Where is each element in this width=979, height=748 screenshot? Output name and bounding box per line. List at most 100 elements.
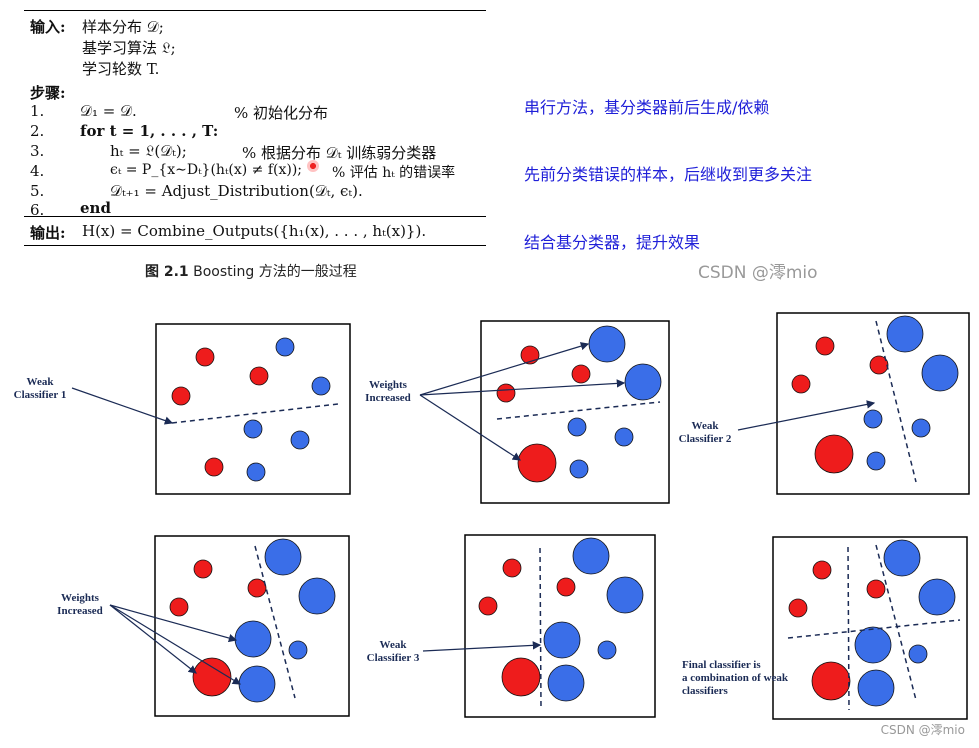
blue-point (866, 451, 886, 471)
step-comment: % 评估 hₜ 的错误率 (332, 165, 456, 181)
watermark-top: CSDN @澪mio (698, 263, 818, 283)
red-point (812, 560, 832, 580)
red-point (502, 558, 522, 578)
bottom-rule (24, 245, 486, 246)
step-code: 𝒟ₜ₊₁ = Adjust_Distribution(𝒟ₜ, ϵₜ). (110, 182, 363, 200)
red-point (815, 336, 835, 356)
blue-point (311, 376, 331, 396)
pointer-arrow (109, 604, 238, 643)
step-num: 5. (30, 182, 45, 200)
figure-caption: 图 2.1 Boosting 方法的一般过程 (145, 261, 357, 281)
blue-point (569, 459, 589, 479)
red-point (193, 559, 213, 579)
pointer-arrow (109, 604, 197, 674)
blue-point-weighted (883, 539, 921, 577)
blue-point-weighted (918, 578, 956, 616)
steps-label: 步骤: (30, 84, 66, 102)
input-1: 样本分布 𝒟; (82, 18, 164, 36)
pointer-arrow (422, 641, 542, 652)
red-point (571, 364, 591, 384)
step-num: 3. (30, 142, 45, 160)
algorithm-box: 输入: 样本分布 𝒟; 基学习算法 𝔏; 学习轮数 T. 步骤: 1. 𝒟₁ =… (24, 0, 486, 252)
red-point-weighted (501, 657, 541, 697)
output-formula: H(x) = Combine_Outputs({h₁(x), . . . , h… (82, 222, 427, 240)
pointer-arrow (419, 379, 626, 396)
blue-point-weighted (238, 665, 276, 703)
label-weak-classifier-3: Classifier 3 (367, 652, 420, 664)
decision-boundary-2 (875, 320, 917, 483)
step-code: ϵₜ = P_{x∼Dₜ}(hₜ(x) ≠ f(x)); (110, 162, 303, 178)
decision-boundary-1 (171, 403, 339, 424)
blue-point-weighted (298, 577, 336, 615)
note-focus: 先前分类错误的样本，后继收到更多关注 (524, 165, 813, 184)
red-point-weighted (517, 443, 557, 483)
decision-boundary-1 (496, 401, 661, 420)
figure-caption-text: Boosting 方法的一般过程 (193, 264, 357, 280)
input-2: 基学习算法 𝔏; (82, 39, 176, 57)
label-weights-increased: Weights (369, 379, 408, 391)
label-weak-classifier-2: Weak (692, 420, 720, 432)
watermark-bottom: CSDN @澪mio (880, 723, 965, 737)
blue-point-weighted (264, 538, 302, 576)
mid-rule (24, 216, 486, 217)
step-code: end (80, 199, 111, 217)
step-num: 2. (30, 122, 45, 140)
blue-point (275, 337, 295, 357)
red-point-weighted (811, 661, 851, 701)
blue-point-weighted (921, 354, 959, 392)
label-weak-classifier-3: Weak (380, 639, 408, 651)
blue-point-weighted (886, 315, 924, 353)
label-final-classifier: Final classifier is (682, 659, 761, 671)
decision-boundary-1 (787, 619, 961, 639)
red-point (195, 347, 215, 367)
step-code: for t = 1, . . . , T: (80, 122, 219, 140)
blue-point-weighted (624, 363, 662, 401)
input-label: 输入: (30, 18, 66, 36)
blue-point (288, 640, 308, 660)
blue-point (243, 419, 263, 439)
pointer-arrow (419, 342, 590, 396)
blue-point (290, 430, 310, 450)
red-point (496, 383, 516, 403)
step-num: 1. (30, 102, 45, 120)
red-point (478, 596, 498, 616)
figure-number: 图 2.1 (145, 264, 189, 280)
label-weights-increased: Weights (61, 592, 100, 604)
step-code: 𝒟₁ = 𝒟. (80, 102, 137, 120)
pointer-arrow (71, 387, 174, 425)
blue-point-weighted (543, 621, 581, 659)
step-comment: % 根据分布 𝒟ₜ 训练弱分类器 (242, 144, 437, 162)
blue-point-weighted (547, 664, 585, 702)
input-3: 学习轮数 T. (82, 60, 160, 78)
blue-point-weighted (854, 626, 892, 664)
step-code: hₜ = 𝔏(𝒟ₜ); (110, 142, 187, 160)
step-comment: % 初始化分布 (234, 104, 329, 122)
blue-point-weighted (857, 669, 895, 707)
label-final-classifier: classifiers (682, 685, 729, 697)
pointer-arrow (737, 400, 876, 431)
red-point (520, 345, 540, 365)
red-point (247, 578, 267, 598)
top-rule (24, 10, 486, 11)
red-point (556, 577, 576, 597)
red-point-weighted (814, 434, 854, 474)
blue-point-weighted (234, 620, 272, 658)
label-weak-classifier-1: Classifier 1 (14, 389, 67, 401)
blue-point-weighted (606, 576, 644, 614)
decision-boundary-3 (847, 546, 850, 711)
note-combine: 结合基分类器，提升效果 (524, 233, 701, 252)
step-num: 6. (30, 201, 45, 219)
blue-point (911, 418, 931, 438)
red-point (249, 366, 269, 386)
label-weights-increased: Increased (57, 605, 103, 617)
blue-point (863, 409, 883, 429)
decision-boundary-2 (254, 545, 296, 699)
label-final-classifier: a combination of weak (682, 672, 789, 684)
red-point (866, 579, 886, 599)
blue-point (597, 640, 617, 660)
red-point-weighted (192, 657, 232, 697)
red-point (171, 386, 191, 406)
output-label: 输出: (30, 224, 66, 242)
note-serial: 串行方法，基分类器前后生成/依赖 (524, 98, 770, 117)
